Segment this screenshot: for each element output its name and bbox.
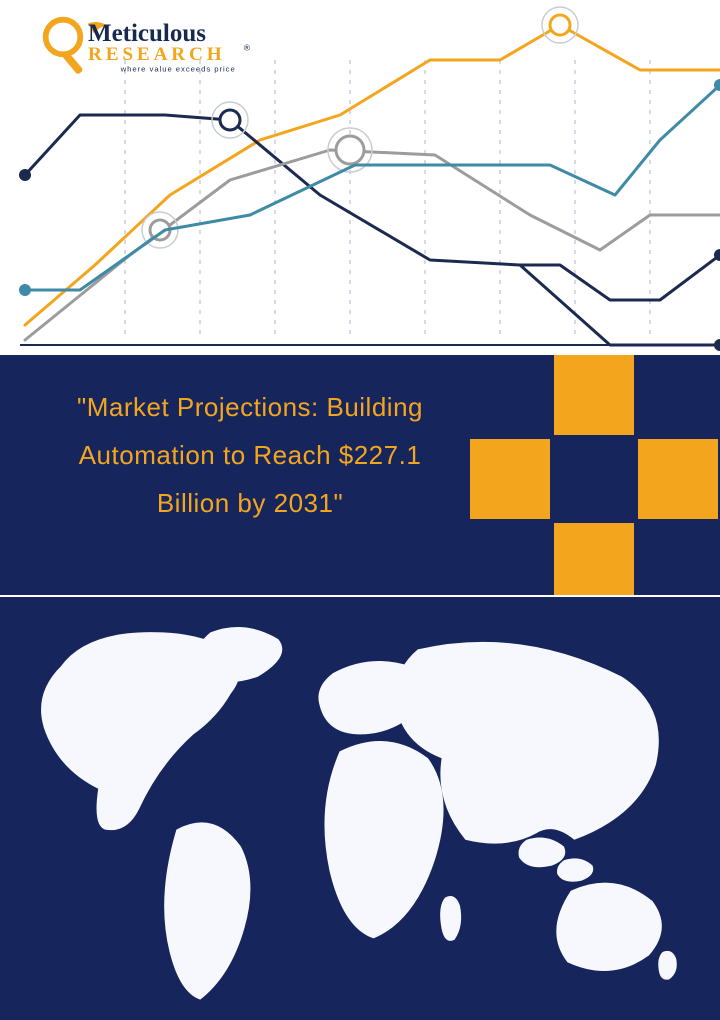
report-cover-page: Meticulous RESEARCH ® where value exceed… xyxy=(0,0,720,1018)
hero-chart-panel: Meticulous RESEARCH ® where value exceed… xyxy=(0,0,720,355)
brand-tagline: where value exceeds price xyxy=(120,65,236,74)
report-headline: "Market Projections: Building Automation… xyxy=(60,383,440,527)
world-map xyxy=(0,597,720,1020)
world-map-panel xyxy=(0,595,720,1018)
brand-name-1: Meticulous xyxy=(88,20,206,47)
brand-logo-svg: Meticulous RESEARCH ® where value exceed… xyxy=(38,12,288,81)
brand-logo: Meticulous RESEARCH ® where value exceed… xyxy=(38,12,288,82)
brand-name-2: RESEARCH xyxy=(88,44,226,65)
svg-text:®: ® xyxy=(244,42,251,52)
headline-band: "Market Projections: Building Automation… xyxy=(0,355,720,595)
